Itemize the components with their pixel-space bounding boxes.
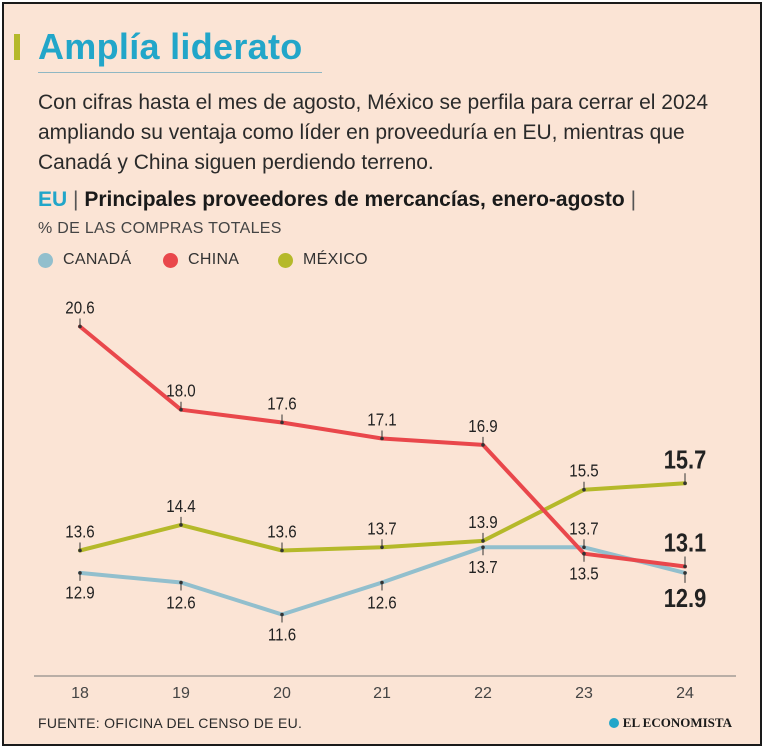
- data-point-mexico: [683, 481, 687, 486]
- x-tick-label: 21: [373, 685, 391, 702]
- y-axis-units: % DE LAS COMPRAS TOTALES: [38, 220, 282, 237]
- data-point-china: [179, 407, 183, 412]
- data-point-china: [280, 420, 284, 425]
- data-label-china: 13.5: [569, 563, 598, 584]
- data-point-canada: [380, 580, 384, 585]
- data-label-china: 17.1: [367, 409, 396, 430]
- data-point-canada: [582, 545, 586, 550]
- data-label-mexico: 13.7: [367, 518, 396, 539]
- data-point-mexico: [179, 523, 183, 527]
- x-tick-label: 20: [273, 685, 291, 702]
- data-label-canada: 12.9: [664, 584, 706, 613]
- heading-separator: |: [73, 188, 79, 211]
- chart-country: EU: [38, 188, 68, 211]
- data-label-mexico: 15.7: [664, 446, 706, 475]
- data-label-mexico: 15.5: [569, 460, 598, 481]
- data-label-mexico: 13.6: [65, 521, 94, 542]
- data-label-mexico: 14.4: [166, 496, 195, 517]
- data-label-canada: 13.7: [569, 518, 598, 539]
- brand-name: EL ECONOMISTA: [622, 715, 732, 730]
- x-tick-label: 24: [676, 685, 694, 702]
- data-label-china: 13.1: [664, 529, 706, 558]
- data-point-canada: [179, 580, 183, 585]
- data-label-canada: 12.6: [166, 592, 195, 613]
- data-point-canada: [481, 545, 485, 550]
- x-tick-label: 22: [474, 685, 492, 702]
- data-point-mexico: [78, 548, 82, 553]
- chart-title: Principales proveedores de mercancías, e…: [84, 188, 625, 211]
- data-point-canada: [683, 571, 687, 575]
- data-point-mexico: [380, 545, 384, 550]
- data-point-canada: [78, 571, 82, 575]
- data-point-china: [582, 551, 586, 556]
- legend-swatch-canada: [38, 253, 53, 268]
- data-point-china: [380, 436, 384, 441]
- headline-accent-bar: [14, 34, 20, 60]
- x-tick-label: 19: [172, 685, 190, 702]
- line-chart: 18 19 20 21 22 23 24 12.9 12.6 11.6 12.6 13.7 13.7 12…: [34, 297, 736, 702]
- data-label-canada: 11.6: [268, 624, 296, 645]
- source-note: FUENTE: OFICINA DEL CENSO DE EU.: [38, 715, 303, 731]
- data-label-china: 16.9: [468, 416, 497, 437]
- brand-logo: EL ECONOMISTA: [608, 715, 732, 731]
- data-point-canada: [280, 612, 284, 617]
- data-point-china: [78, 324, 82, 329]
- data-point-mexico: [481, 539, 485, 543]
- data-label-mexico: 13.9: [468, 512, 497, 533]
- legend-swatch-china: [163, 253, 178, 268]
- headline: Amplía liderato: [38, 26, 303, 67]
- data-point-china: [683, 564, 687, 569]
- data-label-china: 20.6: [65, 297, 94, 318]
- brand-icon: [608, 718, 619, 728]
- intro-paragraph: Con cifras hasta el mes de agosto, Méxic…: [38, 91, 709, 174]
- x-tick-label: 23: [575, 685, 593, 702]
- data-label-china: 18.0: [166, 380, 195, 401]
- data-label-canada: 12.6: [367, 592, 396, 613]
- legend-label-mexico: MÉXICO: [303, 251, 368, 268]
- data-point-mexico: [582, 487, 586, 492]
- x-tick-label: 18: [71, 685, 89, 702]
- legend-label-china: CHINA: [188, 251, 240, 268]
- data-point-mexico: [280, 548, 284, 553]
- data-label-canada: 13.7: [468, 557, 497, 578]
- data-label-china: 17.6: [267, 393, 296, 414]
- data-label-canada: 12.9: [65, 582, 94, 603]
- infographic-frame: Amplía liderato Con cifras hasta el mes …: [2, 2, 762, 746]
- chart-heading: EU | Principales proveedores de mercancí…: [38, 188, 636, 212]
- data-label-mexico: 13.6: [267, 521, 296, 542]
- data-point-china: [481, 443, 485, 447]
- heading-trailing-separator: |: [630, 188, 637, 211]
- headline-underline: [38, 72, 322, 73]
- legend-swatch-mexico: [278, 253, 293, 268]
- legend-label-canada: CANADÁ: [63, 251, 132, 268]
